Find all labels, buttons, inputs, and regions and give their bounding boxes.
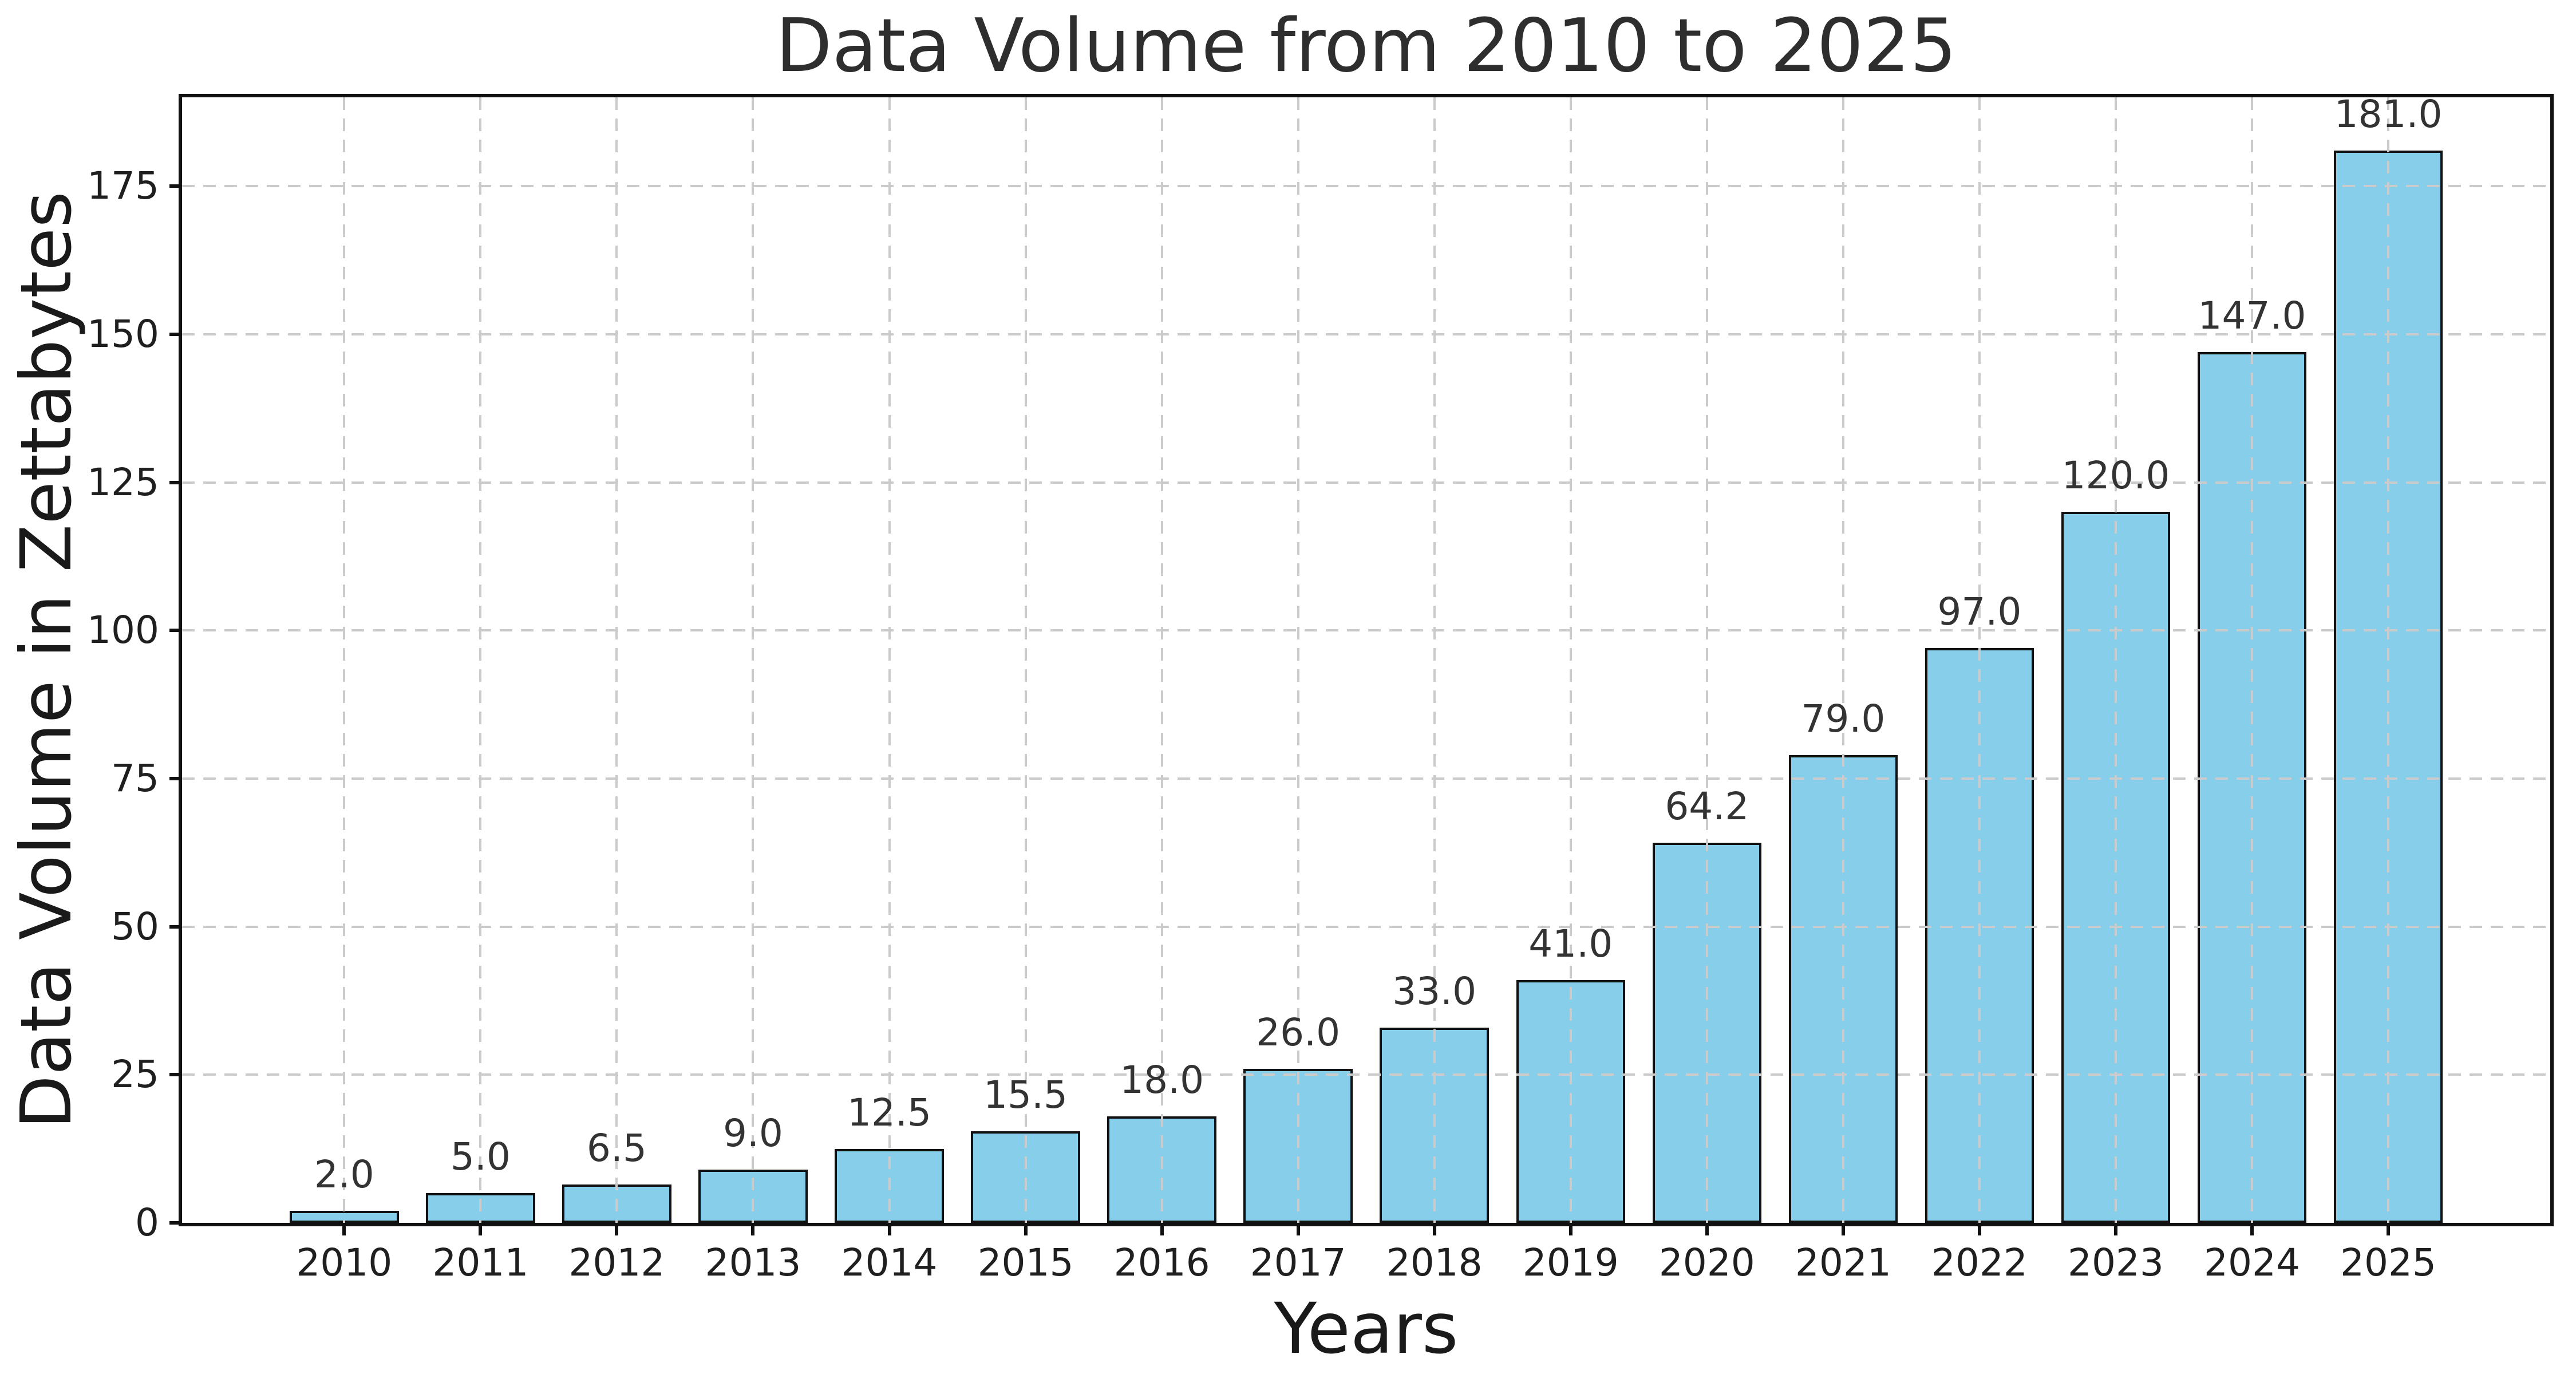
x-tick-label: 2010 [296, 1241, 393, 1285]
gridline-vertical [2387, 97, 2390, 1223]
x-tick [2387, 1226, 2391, 1235]
y-tick-label: 150 [87, 311, 159, 356]
x-tick-label: 2016 [1113, 1241, 1210, 1285]
gridline-vertical [2114, 97, 2117, 1223]
x-tick [1977, 1226, 1981, 1235]
gridline-vertical [1160, 97, 1163, 1223]
y-tick-label: 0 [135, 1201, 159, 1245]
gridline-vertical [1433, 97, 1436, 1223]
y-tick [169, 629, 179, 633]
x-axis-label: Years [1274, 1288, 1459, 1369]
y-tick-label: 125 [87, 460, 159, 504]
x-tick [1568, 1226, 1573, 1235]
gridline-vertical [1024, 97, 1027, 1223]
y-tick [169, 925, 179, 929]
gridline-horizontal [182, 777, 2550, 780]
gridline-horizontal [182, 1073, 2550, 1076]
bar-value-label: 12.5 [847, 1090, 931, 1135]
bar-value-label: 41.0 [1528, 921, 1613, 966]
x-tick-label: 2021 [1795, 1241, 1891, 1285]
x-tick [2113, 1226, 2117, 1235]
x-tick [1024, 1226, 1028, 1235]
x-tick [751, 1226, 755, 1235]
bar-value-label: 9.0 [722, 1111, 783, 1155]
x-tick [479, 1226, 483, 1235]
x-tick [1841, 1226, 1845, 1235]
x-tick-label: 2014 [841, 1241, 938, 1285]
gridline-vertical [752, 97, 754, 1223]
gridline-vertical [1705, 97, 1708, 1223]
gridline-vertical [1978, 97, 1981, 1223]
gridline-vertical [615, 97, 618, 1223]
bar-value-label: 6.5 [586, 1126, 647, 1170]
x-tick-label: 2023 [2067, 1241, 2164, 1285]
gridline-horizontal [182, 629, 2550, 632]
bar-value-label: 97.0 [1937, 590, 2022, 634]
bar-value-label: 26.0 [1256, 1010, 1341, 1055]
gridline-vertical [888, 97, 891, 1223]
bar-value-label: 64.2 [1665, 784, 1749, 828]
gridline-vertical [1569, 97, 1572, 1223]
bar-value-label: 2.0 [314, 1152, 374, 1197]
gridline-vertical [1297, 97, 1299, 1223]
x-tick [1705, 1226, 1709, 1235]
y-tick [169, 1073, 179, 1077]
chart-title: Data Volume from 2010 to 2025 [776, 3, 1957, 89]
y-tick-label: 100 [87, 608, 159, 653]
x-tick-label: 2025 [2340, 1241, 2437, 1285]
gridline-horizontal [182, 481, 2550, 484]
x-tick [2250, 1226, 2254, 1235]
x-tick [1432, 1226, 1436, 1235]
y-tick [169, 184, 179, 188]
bar-value-label: 120.0 [2061, 453, 2170, 498]
gridline-vertical [343, 97, 346, 1223]
y-tick [169, 332, 179, 336]
gridline-horizontal [182, 925, 2550, 928]
x-tick-label: 2018 [1386, 1241, 1483, 1285]
gridline-vertical [2251, 97, 2253, 1223]
gridline-horizontal [182, 333, 2550, 335]
y-tick-label: 175 [87, 164, 159, 208]
y-tick-label: 50 [111, 904, 159, 949]
x-tick-label: 2020 [1658, 1241, 1755, 1285]
bar-value-label: 147.0 [2198, 293, 2306, 338]
y-tick [169, 480, 179, 484]
x-tick-label: 2011 [432, 1241, 529, 1285]
x-tick [1160, 1226, 1164, 1235]
y-tick [169, 776, 179, 780]
x-tick-label: 2019 [1522, 1241, 1619, 1285]
x-tick [342, 1226, 346, 1235]
plot-area: 0 25 50 75 100 125 150 175 2010 2011 2012 2013 2014 2… [87, 92, 2554, 1285]
gridline-vertical [479, 97, 482, 1223]
x-tick-label: 2013 [705, 1241, 801, 1285]
y-tick-label: 25 [111, 1052, 159, 1097]
x-tick [887, 1226, 891, 1235]
bar-value-label: 18.0 [1120, 1057, 1204, 1102]
y-tick-label: 75 [111, 756, 159, 800]
bar-value-label: 33.0 [1392, 969, 1477, 1013]
bar-value-label: 5.0 [450, 1135, 511, 1179]
x-tick-label: 2015 [977, 1241, 1074, 1285]
y-tick [169, 1221, 179, 1225]
gridline-horizontal [182, 185, 2550, 188]
x-tick-label: 2024 [2204, 1241, 2300, 1285]
bar-value-label: 79.0 [1801, 696, 1886, 741]
x-tick-label: 2012 [568, 1241, 665, 1285]
x-tick-label: 2017 [1250, 1241, 1346, 1285]
gridline-vertical [1842, 97, 1844, 1223]
x-tick-label: 2022 [1931, 1241, 2028, 1285]
x-tick [1296, 1226, 1300, 1235]
bar-value-label: 181.0 [2334, 92, 2443, 137]
bar-value-label: 15.5 [983, 1072, 1068, 1117]
x-tick [615, 1226, 619, 1235]
